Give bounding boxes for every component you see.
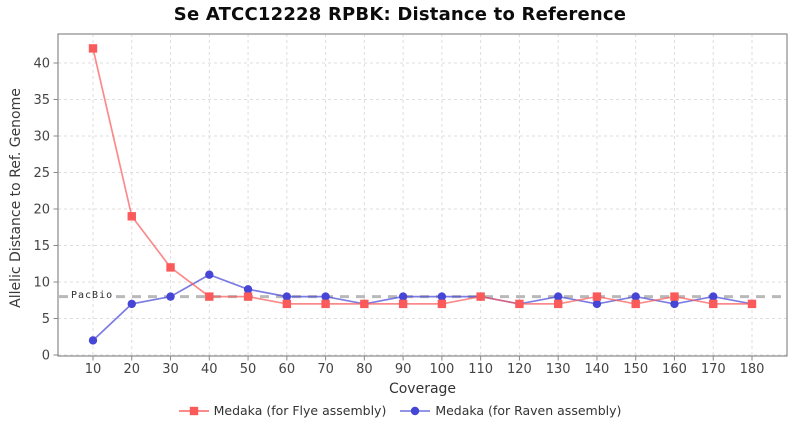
plot-frame: [57, 33, 788, 357]
chart-title: Se ATCC12228 RPBK: Distance to Reference: [173, 4, 627, 25]
svg-text:80: 80: [356, 362, 373, 377]
series-medaka-for-flye-assembly-: [88, 44, 757, 309]
svg-text:180: 180: [740, 362, 765, 377]
data-point: [709, 292, 718, 301]
data-point: [592, 299, 602, 309]
svg-text:10: 10: [85, 362, 102, 377]
data-point: [205, 292, 214, 301]
svg-text:25: 25: [33, 166, 50, 181]
svg-text:170: 170: [701, 362, 726, 377]
svg-text:70: 70: [317, 362, 334, 377]
svg-text:15: 15: [33, 239, 50, 254]
svg-text:100: 100: [429, 362, 454, 377]
legend-marker-circle-icon: [400, 406, 431, 415]
data-point: [127, 212, 136, 221]
svg-text:40: 40: [33, 57, 50, 72]
svg-text:160: 160: [662, 362, 687, 377]
tick-marks: [53, 62, 753, 361]
x-tick-labels: 10 20 30 40 50 60 70 80 90 100 110 120 130 140 150 160 1…: [85, 362, 765, 377]
data-point: [282, 292, 292, 301]
y-tick-labels: 0 5 10 15 20 25 30 35 40: [33, 57, 50, 364]
data-point: [398, 292, 408, 301]
data-point: [398, 299, 408, 309]
svg-text:150: 150: [623, 362, 648, 377]
data-point: [166, 292, 175, 301]
gridlines: [58, 34, 787, 356]
svg-text:60: 60: [279, 362, 296, 377]
svg-text:20: 20: [33, 203, 50, 218]
svg-text:120: 120: [507, 362, 532, 377]
data-point: [631, 292, 640, 301]
legend: Medaka (for Flye assembly) Medaka (for R…: [0, 403, 800, 418]
data-point: [592, 292, 602, 301]
data-point: [515, 299, 524, 309]
legend-item-label: Medaka (for Flye assembly): [213, 403, 387, 418]
data-point: [321, 292, 330, 301]
data-point: [553, 292, 563, 301]
svg-text:50: 50: [240, 362, 257, 377]
series-line: [92, 48, 752, 305]
data-point: [321, 299, 330, 309]
svg-text:40: 40: [201, 362, 218, 377]
svg-text:10: 10: [33, 276, 50, 291]
data-point: [709, 299, 718, 309]
data-point: [437, 299, 447, 309]
data-point: [437, 292, 447, 301]
svg-text:30: 30: [162, 362, 179, 377]
data-point: [243, 292, 253, 301]
data-point: [670, 292, 679, 301]
svg-text:140: 140: [585, 362, 610, 377]
svg-text:35: 35: [33, 93, 50, 108]
svg-text:130: 130: [546, 362, 571, 377]
legend-marker-square-icon: [178, 406, 209, 415]
svg-text:5: 5: [42, 312, 50, 327]
svg-text:30: 30: [33, 130, 50, 145]
svg-text:0: 0: [42, 349, 50, 364]
data-point: [476, 292, 485, 301]
series-line: [92, 273, 753, 342]
legend-item-raven: Medaka (for Raven assembly): [400, 403, 621, 418]
data-point: [88, 336, 98, 345]
series-medaka-for-raven-assembly-: [88, 270, 757, 345]
data-point: [88, 44, 98, 53]
svg-text:110: 110: [468, 362, 493, 377]
data-point: [670, 299, 679, 309]
data-point: [127, 299, 136, 309]
data-point: [205, 270, 214, 279]
svg-text:20: 20: [123, 362, 140, 377]
x-axis-label: Coverage: [388, 381, 457, 397]
data-point: [747, 299, 757, 309]
reference-line-label: PacBio: [71, 290, 114, 302]
data-point: [243, 285, 253, 294]
data-point: [631, 299, 640, 309]
data-point: [282, 299, 292, 309]
legend-item-flye: Medaka (for Flye assembly): [178, 403, 387, 418]
data-point: [360, 299, 369, 309]
legend-item-label: Medaka (for Raven assembly): [435, 403, 622, 418]
data-point: [166, 263, 175, 272]
data-point: [553, 299, 563, 309]
svg-text:90: 90: [395, 362, 412, 377]
